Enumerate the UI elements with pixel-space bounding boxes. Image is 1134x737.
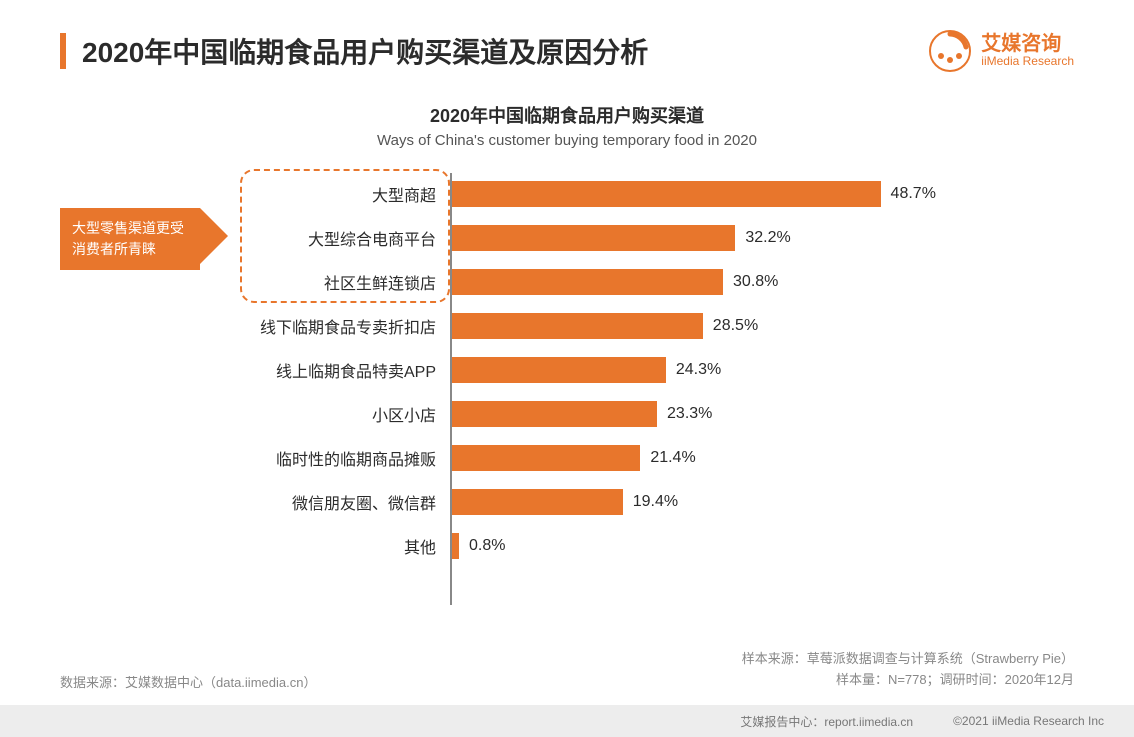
logo-text-en: iiMedia Research — [981, 55, 1074, 68]
bar-label: 线下临期食品专卖折扣店 — [260, 314, 450, 338]
header: 2020年中国临期食品用户购买渠道及原因分析 艾媒咨询 iiMedia Rese… — [0, 0, 1134, 82]
annotation-arrow: 大型零售渠道更受消费者所青睐 — [60, 208, 200, 270]
bar-rect — [452, 269, 723, 295]
bar-row: 线上临期食品特卖APP 24.3% — [260, 355, 1014, 385]
bar-label: 大型综合电商平台 — [308, 226, 450, 250]
bar-label: 线上临期食品特卖APP — [276, 358, 450, 382]
bars-container: 大型商超 48.7% 大型综合电商平台 32.2% 社区生鲜连锁店 30.8% 线下临期食品… — [260, 179, 1014, 599]
bar-row: 社区生鲜连锁店 30.8% — [260, 267, 1014, 297]
bar-rect — [452, 357, 666, 383]
bottombar-center: 艾媒报告中心：report.iimedia.cn — [740, 713, 913, 730]
bar-row: 大型商超 48.7% — [260, 179, 1014, 209]
footer-right: 样本来源：草莓派数据调查与计算系统（Strawberry Pie） 样本量：N=… — [742, 649, 1074, 691]
bar-label: 临时性的临期商品摊贩 — [276, 446, 450, 470]
bar-label: 小区小店 — [372, 402, 450, 426]
bar-value: 28.5% — [713, 317, 758, 335]
logo-text-cn: 艾媒咨询 — [981, 33, 1074, 55]
bar-value: 0.8% — [469, 537, 505, 555]
bar-label: 社区生鲜连锁店 — [324, 270, 450, 294]
chart-titles: 2020年中国临期食品用户购买渠道 Ways of China's custom… — [0, 102, 1134, 149]
bar-row: 线下临期食品专卖折扣店 28.5% — [260, 311, 1014, 341]
bar-rect — [452, 181, 881, 207]
bar-label: 微信朋友圈、微信群 — [292, 490, 450, 514]
bottombar-right: ©2021 iiMedia Research Inc — [953, 714, 1104, 728]
arrow-tip-icon — [200, 208, 228, 264]
footer-left: 数据来源：艾媒数据中心（data.iimedia.cn） — [60, 672, 316, 691]
bar-row: 临时性的临期商品摊贩 21.4% — [260, 443, 1014, 473]
footer-source: 样本来源：草莓派数据调查与计算系统（Strawberry Pie） — [742, 649, 1074, 670]
chart-title-cn: 2020年中国临期食品用户购买渠道 — [0, 102, 1134, 128]
bar-rect — [452, 445, 640, 471]
bar-row: 小区小店 23.3% — [260, 399, 1014, 429]
bar-label: 其他 — [404, 534, 450, 558]
bar-value: 19.4% — [633, 493, 678, 511]
logo: 艾媒咨询 iiMedia Research — [929, 30, 1074, 72]
bottom-bar: 艾媒报告中心：report.iimedia.cn ©2021 iiMedia R… — [0, 705, 1134, 737]
bar-value: 24.3% — [676, 361, 721, 379]
bar-value: 30.8% — [733, 273, 778, 291]
bar-value: 48.7% — [891, 185, 936, 203]
footer: 数据来源：艾媒数据中心（data.iimedia.cn） 样本来源：草莓派数据调… — [60, 649, 1074, 691]
page-title: 2020年中国临期食品用户购买渠道及原因分析 — [82, 31, 929, 71]
bar-value: 23.3% — [667, 405, 712, 423]
bar-label: 大型商超 — [372, 182, 450, 206]
bar-row: 其他 0.8% — [260, 531, 1014, 561]
logo-icon — [929, 30, 971, 72]
bar-row: 大型综合电商平台 32.2% — [260, 223, 1014, 253]
annotation-text: 大型零售渠道更受消费者所青睐 — [72, 220, 184, 257]
bar-rect — [452, 533, 459, 559]
bar-rect — [452, 401, 657, 427]
chart-title-en: Ways of China's customer buying temporar… — [0, 132, 1134, 149]
bar-value: 32.2% — [745, 229, 790, 247]
bar-rect — [452, 489, 623, 515]
footer-sample: 样本量：N=778；调研时间：2020年12月 — [742, 670, 1074, 691]
chart-area: 大型零售渠道更受消费者所青睐 大型商超 48.7% 大型综合电商平台 32.2% 社区生… — [60, 179, 1014, 599]
bar-row: 微信朋友圈、微信群 19.4% — [260, 487, 1014, 517]
bar-rect — [452, 313, 703, 339]
bar-rect — [452, 225, 735, 251]
bar-value: 21.4% — [650, 449, 695, 467]
accent-bar — [60, 33, 66, 69]
